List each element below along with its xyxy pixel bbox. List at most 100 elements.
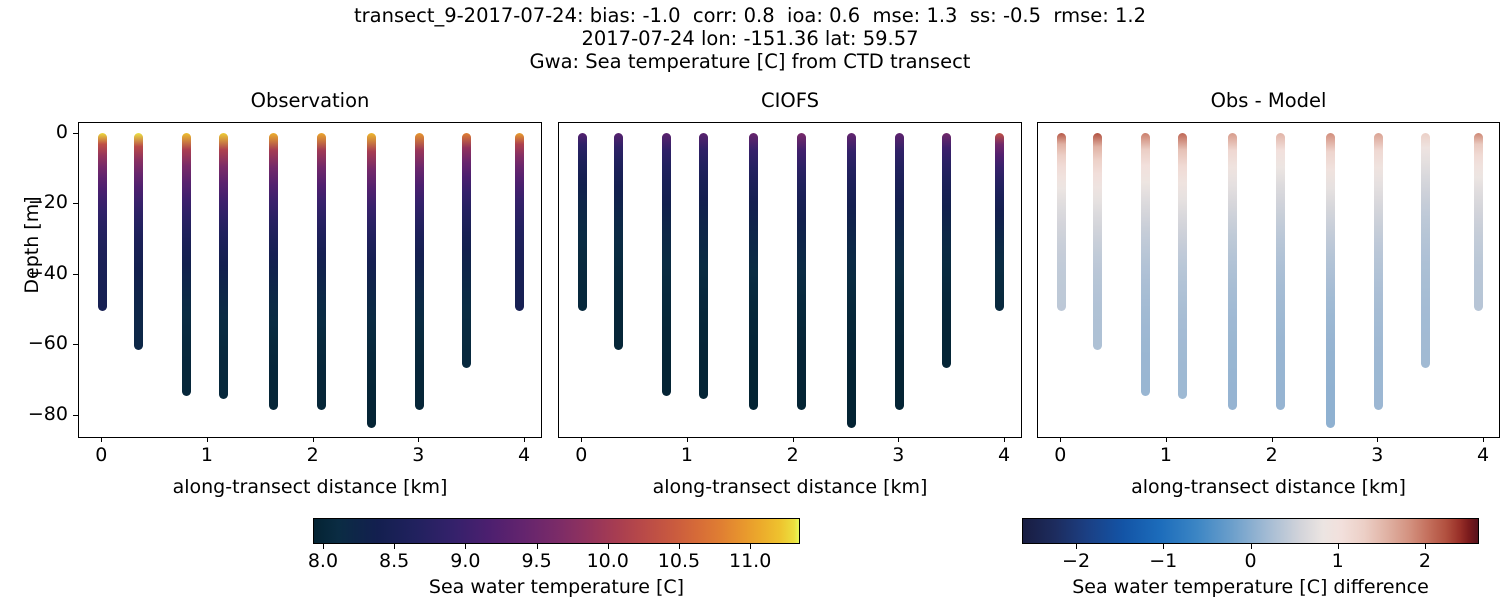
xtick-difference <box>1271 437 1273 442</box>
yaxis-title-depth: Depth [m] <box>21 196 43 294</box>
colorbar-tick-difference <box>1163 544 1165 549</box>
ctd-profile-column <box>1421 132 1431 368</box>
colorbar-tick-label-difference: 2 <box>1418 550 1431 572</box>
ctd-profile-column <box>699 132 709 400</box>
colorbar-label-difference: Sea water temperature [C] difference <box>1072 576 1429 598</box>
xaxis-title-model: along-transect distance [km] <box>652 476 928 498</box>
ctd-profile-column <box>268 132 278 410</box>
ytick-depth <box>73 132 78 134</box>
ctd-profile-column <box>894 132 904 410</box>
ytick-label-depth: −60 <box>27 332 68 355</box>
xtick-label-observation: 0 <box>95 444 108 466</box>
ctd-profile-column <box>97 132 107 312</box>
ctd-profile-column <box>942 132 952 368</box>
xtick-difference <box>1377 437 1379 442</box>
xtick-label-observation: 1 <box>200 444 213 466</box>
colorbar-tick-label-temperature: 9.5 <box>521 550 552 572</box>
ctd-profile-column <box>1141 132 1151 396</box>
suptitle-line-stats: transect_9-2017-07-24: bias: -1.0 corr: … <box>353 4 1147 27</box>
colorbar-tick-label-temperature: 9.0 <box>450 550 481 572</box>
figure-suptitle: transect_9-2017-07-24: bias: -1.0 corr: … <box>0 4 1500 73</box>
xtick-model <box>686 437 688 442</box>
xtick-label-model: 1 <box>680 444 693 466</box>
colorbar-tick-label-difference: 1 <box>1331 550 1344 572</box>
xtick-label-observation: 4 <box>517 444 531 466</box>
plot-panel-difference <box>1037 122 1500 438</box>
ytick-depth <box>73 203 78 205</box>
colorbar-temperature <box>313 518 800 544</box>
xtick-observation <box>418 437 420 442</box>
ctd-profile-column <box>1092 132 1102 350</box>
xtick-label-difference: 1 <box>1159 444 1172 466</box>
ctd-profile-column <box>414 132 424 410</box>
ctd-profile-column <box>1227 132 1237 410</box>
ctd-profile-column <box>577 132 587 312</box>
colorbar-temperature-difference <box>1022 518 1479 544</box>
panel-title-difference: Obs - Model <box>1210 89 1327 112</box>
xtick-label-observation: 3 <box>412 444 425 466</box>
ctd-profile-column <box>1275 132 1285 410</box>
panel-title-observation: Observation <box>250 89 370 112</box>
xtick-label-difference: 2 <box>1265 444 1278 466</box>
colorbar-tick-label-temperature: 8.0 <box>307 550 339 572</box>
suptitle-line-dataset: Gwa: Sea temperature [C] from CTD transe… <box>529 50 971 73</box>
xtick-difference <box>1165 437 1167 442</box>
xtick-observation <box>206 437 208 442</box>
plot-panel-model <box>558 122 1022 438</box>
ctd-profile-column <box>515 132 525 312</box>
ytick-label-depth: −40 <box>27 261 68 284</box>
xtick-label-model: 4 <box>997 444 1011 466</box>
plot-panel-observation <box>78 122 542 438</box>
colorbar-tick-temperature <box>394 544 396 549</box>
ctd-profile-column <box>1373 132 1383 410</box>
colorbar-tick-label-temperature: 8.5 <box>379 550 410 572</box>
colorbar-tick-temperature <box>678 544 680 549</box>
ctd-profile-column <box>796 132 806 410</box>
ctd-profile-column <box>1326 132 1336 428</box>
xtick-label-difference: 3 <box>1371 444 1384 466</box>
xtick-observation <box>312 437 314 442</box>
ctd-profile-column <box>1056 132 1066 312</box>
ctd-profile-column <box>847 132 857 428</box>
xtick-difference <box>1483 437 1485 442</box>
ctd-profile-column <box>462 132 472 368</box>
colorbar-tick-difference <box>1250 544 1252 549</box>
xtick-model <box>1004 437 1006 442</box>
xtick-label-model: 2 <box>786 444 799 466</box>
colorbar-tick-temperature <box>750 544 752 549</box>
ctd-profile-column <box>1474 132 1484 312</box>
colorbar-tick-temperature <box>536 544 538 549</box>
ctd-profile-column <box>133 132 143 350</box>
xtick-model <box>898 437 900 442</box>
ytick-label-depth: −80 <box>27 403 68 426</box>
xaxis-title-observation: along-transect distance [km] <box>172 476 448 498</box>
xtick-label-model: 3 <box>892 444 905 466</box>
colorbar-tick-label-difference: −2 <box>1062 550 1091 572</box>
colorbar-tick-difference <box>1424 544 1426 549</box>
colorbar-tick-difference <box>1337 544 1339 549</box>
ytick-label-depth: −20 <box>27 191 68 214</box>
xtick-model <box>581 437 583 442</box>
ctd-profile-column <box>367 132 377 428</box>
xtick-label-difference: 4 <box>1476 444 1490 466</box>
colorbar-tick-label-temperature: 10.5 <box>657 550 701 572</box>
ytick-depth <box>73 415 78 417</box>
scatter-area-observation <box>79 123 541 437</box>
ytick-depth <box>73 273 78 275</box>
colorbar-tick-difference <box>1076 544 1078 549</box>
scatter-area-model <box>559 123 1021 437</box>
ctd-profile-column <box>662 132 672 396</box>
colorbar-tick-label-temperature: 10.0 <box>586 550 629 572</box>
ctd-profile-column <box>219 132 229 400</box>
xaxis-title-difference: along-transect distance [km] <box>1131 476 1406 498</box>
scatter-area-difference <box>1038 123 1499 437</box>
ctd-profile-column <box>182 132 192 396</box>
xtick-label-observation: 2 <box>306 444 319 466</box>
ytick-depth <box>73 344 78 346</box>
ytick-label-depth: 0 <box>55 120 68 143</box>
ctd-profile-column <box>613 132 623 350</box>
colorbar-tick-label-difference: −1 <box>1149 550 1178 572</box>
xtick-label-difference: 0 <box>1054 444 1067 466</box>
colorbar-tick-temperature <box>322 544 324 549</box>
